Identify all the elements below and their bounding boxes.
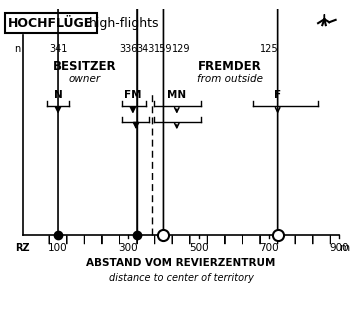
Text: 900: 900: [329, 243, 349, 253]
Text: 336: 336: [119, 44, 137, 54]
Text: BESITZER: BESITZER: [53, 60, 116, 73]
Text: 129: 129: [172, 44, 190, 54]
Text: 343: 343: [137, 44, 155, 54]
Text: RZ: RZ: [16, 243, 30, 253]
Text: N: N: [54, 90, 62, 100]
Text: MN: MN: [167, 90, 186, 100]
Text: 700: 700: [259, 243, 279, 253]
Text: FREMDER: FREMDER: [198, 60, 262, 73]
Text: 300: 300: [119, 243, 138, 253]
Text: 341: 341: [49, 44, 67, 54]
Text: high-flights: high-flights: [89, 17, 159, 30]
Text: 125: 125: [260, 44, 278, 54]
Text: distance to center of territory: distance to center of territory: [109, 273, 253, 283]
Text: m: m: [340, 243, 350, 253]
Text: F: F: [274, 90, 281, 100]
Text: ABSTAND VOM REVIERZENTRUM: ABSTAND VOM REVIERZENTRUM: [86, 258, 276, 268]
Text: 500: 500: [189, 243, 208, 253]
Text: HOCHFLÜGE: HOCHFLÜGE: [8, 17, 93, 30]
Text: n: n: [15, 44, 21, 54]
Text: FM: FM: [124, 90, 142, 100]
Text: 159: 159: [154, 44, 173, 54]
Text: from outside: from outside: [197, 74, 263, 84]
Text: owner: owner: [68, 74, 100, 84]
Text: 100: 100: [48, 243, 68, 253]
